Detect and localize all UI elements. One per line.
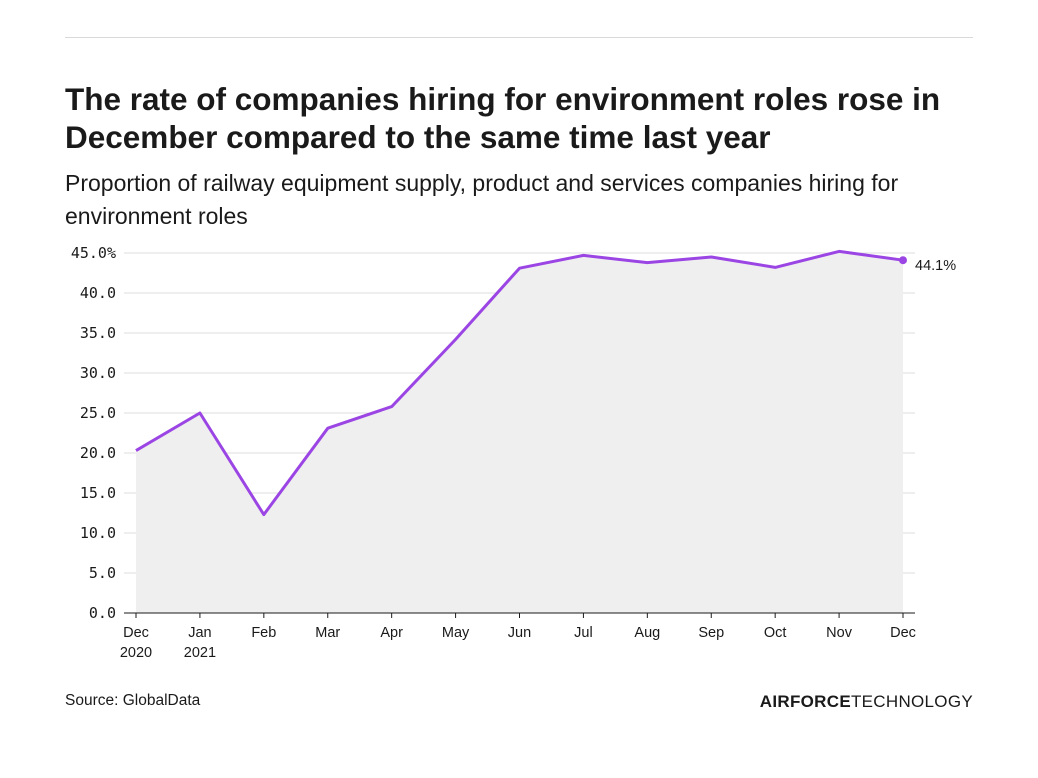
x-tick-label: Jan: [188, 625, 211, 641]
x-axis-ticks: Dec 2020 Jan 2021 Feb Mar Apr May Jun Jul Aug Sep Oc…: [120, 613, 916, 661]
y-tick-label: 5.0: [89, 564, 116, 582]
top-rule: [65, 37, 973, 38]
x-tick-label: Dec: [123, 625, 149, 641]
x-tick-label: Feb: [251, 625, 276, 641]
x-tick-label: Aug: [634, 625, 660, 641]
y-tick-label: 30.0: [80, 364, 116, 382]
x-tick-label: Jun: [508, 625, 531, 641]
chart-subtitle: Proportion of railway equipment supply, …: [65, 170, 899, 229]
y-tick-label: 45.0%: [71, 244, 116, 262]
x-tick-label: Oct: [764, 625, 787, 641]
end-point-marker: [899, 256, 907, 265]
x-tick-label: 2020: [120, 645, 152, 661]
x-tick-label: 2021: [184, 645, 216, 661]
source-note: Source: GlobalData: [65, 692, 201, 709]
x-tick-label: Dec: [890, 625, 916, 641]
y-tick-label: 35.0: [80, 324, 116, 342]
chart-title: The rate of companies hiring for environ…: [65, 81, 941, 155]
brand-logo: AIRFORCETECHNOLOGY: [760, 692, 973, 712]
end-value-label: 44.1%: [915, 258, 956, 274]
y-tick-label: 0.0: [89, 604, 116, 622]
y-tick-label: 20.0: [80, 444, 116, 462]
y-tick-label: 10.0: [80, 524, 116, 542]
y-tick-label: 15.0: [80, 484, 116, 502]
y-tick-label: 40.0: [80, 284, 116, 302]
area-fill: [136, 251, 903, 613]
x-tick-label: Mar: [315, 625, 340, 641]
y-axis-ticks: 45.0% 40.0 35.0 30.0 25.0 20.0 15.0 10.0 5.0 0.0: [71, 244, 116, 622]
x-tick-label: Nov: [826, 625, 853, 641]
x-tick-label: May: [442, 625, 470, 641]
y-tick-label: 25.0: [80, 404, 116, 422]
x-tick-label: Apr: [380, 625, 403, 641]
x-tick-label: Jul: [574, 625, 593, 641]
brand-part-2: TECHNOLOGY: [850, 692, 973, 711]
brand-part-1: AIRFORCE: [759, 692, 851, 711]
data-line: [135, 249, 904, 517]
x-tick-label: Sep: [698, 625, 724, 641]
